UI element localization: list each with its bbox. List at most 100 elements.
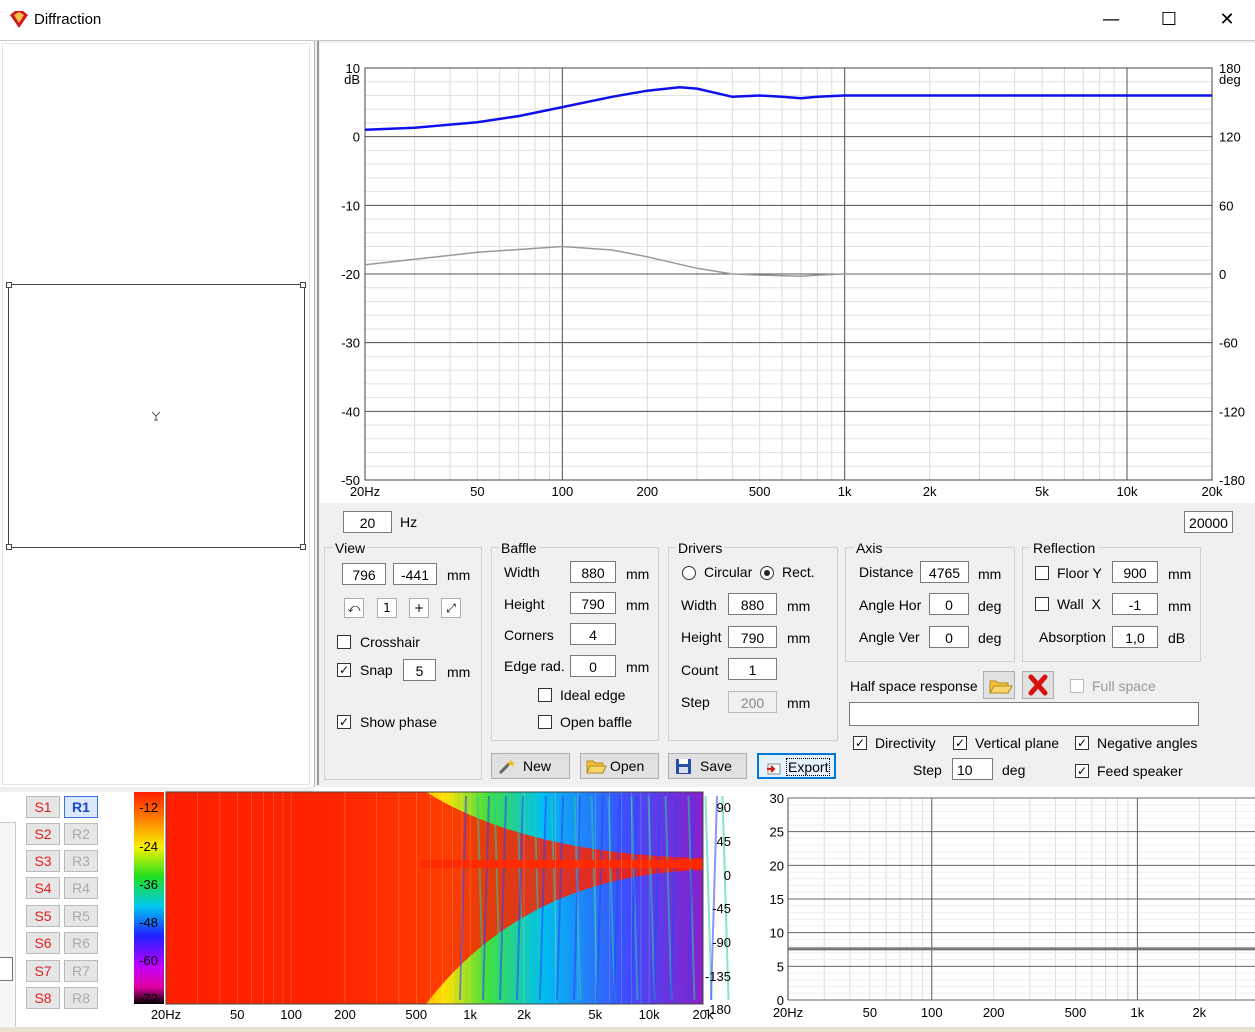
- open-button[interactable]: Open: [580, 753, 659, 779]
- polar-map-chart[interactable]: -12 -24 -36 -48 -60 -72 90 45 0 -45 -90 -135 -180 20H…: [130, 790, 750, 1030]
- slot-r4-button[interactable]: R4: [64, 877, 98, 899]
- ideal-edge-checkbox[interactable]: [538, 688, 552, 702]
- view-x-field[interactable]: 796: [342, 563, 386, 585]
- wall-checkbox[interactable]: [1035, 597, 1049, 611]
- slot-s6-button[interactable]: S6: [26, 932, 60, 954]
- small-y-tick-label: 20: [770, 858, 784, 873]
- circular-radio[interactable]: [682, 566, 696, 580]
- absorption-field[interactable]: 1,0: [1112, 626, 1158, 648]
- small-x-tick-label: 50: [863, 1005, 877, 1020]
- absorption-unit: dB: [1168, 630, 1186, 646]
- max-freq-field[interactable]: 20000: [1184, 511, 1233, 533]
- slot-r6-button[interactable]: R6: [64, 932, 98, 954]
- negative-angles-checkbox[interactable]: ✓: [1075, 736, 1089, 750]
- x-tick-label: 2k: [923, 484, 937, 499]
- min-freq-field[interactable]: 20: [343, 511, 392, 533]
- corner-handle[interactable]: [6, 282, 12, 288]
- slot-r7-button[interactable]: R7: [64, 960, 98, 982]
- vertical-plane-checkbox[interactable]: ✓: [953, 736, 967, 750]
- slot-r2-button[interactable]: R2: [64, 823, 98, 845]
- zoom-in-icon[interactable]: +: [409, 598, 429, 618]
- close-button[interactable]: ✕: [1219, 9, 1235, 30]
- left-tick-label: 10: [346, 61, 360, 76]
- angle-ver-field[interactable]: 0: [929, 626, 969, 648]
- count-field[interactable]: 1: [728, 658, 777, 680]
- magnitude-line: [364, 85, 1212, 132]
- open-folder-icon[interactable]: [983, 671, 1015, 699]
- small-x-tick-label: 500: [1065, 1005, 1087, 1020]
- edge-radius-unit: mm: [626, 659, 650, 675]
- driver-marker-icon[interactable]: [151, 411, 161, 421]
- driver-height-label: Height: [681, 629, 722, 645]
- zoom-out-icon[interactable]: ⤺: [344, 598, 364, 618]
- maximize-button[interactable]: ☐: [1160, 9, 1178, 30]
- distance-field[interactable]: 4765: [920, 561, 969, 583]
- half-space-path-field[interactable]: [849, 702, 1199, 726]
- bottom-separator: [0, 787, 314, 792]
- rect-radio[interactable]: [760, 566, 774, 580]
- view-y-field[interactable]: -441: [393, 563, 437, 585]
- crosshair-checkbox[interactable]: [337, 635, 351, 649]
- corner-handle[interactable]: [300, 544, 306, 550]
- right-tick-label: 120: [1219, 130, 1241, 145]
- step-label: Step: [681, 694, 710, 710]
- new-button[interactable]: New: [491, 753, 570, 779]
- slot-s1-button[interactable]: S1: [26, 796, 60, 818]
- polar-y-tick-label: 0: [724, 868, 731, 883]
- minimize-button[interactable]: —: [1102, 9, 1120, 30]
- corners-field[interactable]: 4: [570, 623, 616, 645]
- slot-s2-button[interactable]: S2: [26, 823, 60, 845]
- baffle-width-field[interactable]: 880: [570, 561, 616, 583]
- open-baffle-checkbox[interactable]: [538, 715, 552, 729]
- corner-handle[interactable]: [300, 282, 306, 288]
- slot-s8-button[interactable]: S8: [26, 987, 60, 1009]
- slot-r5-button[interactable]: R5: [64, 905, 98, 927]
- small-y-tick-label: 10: [770, 926, 784, 941]
- polar-x-tick-label: 10k: [639, 1007, 660, 1022]
- impulse-chart[interactable]: 30252015105020Hz501002005001k2k5k: [755, 790, 1255, 1030]
- export-button[interactable]: Export: [757, 753, 836, 779]
- angle-hor-field[interactable]: 0: [929, 593, 969, 615]
- interference-band: [607, 795, 616, 1001]
- driver-height-field[interactable]: 790: [728, 626, 777, 648]
- interference-band: [482, 795, 490, 1001]
- snap-checkbox[interactable]: ✓: [337, 663, 351, 677]
- zoom-1-icon[interactable]: 1: [377, 598, 397, 618]
- slot-s5-button[interactable]: S5: [26, 905, 60, 927]
- interference-band: [459, 795, 467, 1001]
- baffle-canvas[interactable]: [2, 43, 310, 785]
- slot-s4-button[interactable]: S4: [26, 877, 60, 899]
- small-x-tick-label: 1k: [1131, 1005, 1145, 1020]
- slot-s7-button[interactable]: S7: [26, 960, 60, 982]
- driver-width-field[interactable]: 880: [728, 593, 777, 615]
- clear-icon[interactable]: [1022, 671, 1054, 699]
- interference-band: [613, 795, 621, 1001]
- baffle-height-field[interactable]: 790: [570, 592, 616, 614]
- slot-r3-button[interactable]: R3: [64, 850, 98, 872]
- full-space-checkbox[interactable]: [1070, 679, 1084, 693]
- step-field[interactable]: 200: [728, 691, 777, 713]
- slot-r8-button[interactable]: R8: [64, 987, 98, 1009]
- open-baffle-label: Open baffle: [560, 714, 633, 730]
- corner-handle[interactable]: [6, 544, 12, 550]
- wall-field[interactable]: -1: [1112, 593, 1158, 615]
- circular-label: Circular: [704, 564, 753, 580]
- left-edge-field[interactable]: [0, 957, 13, 981]
- show-phase-checkbox[interactable]: ✓: [337, 715, 351, 729]
- save-button[interactable]: Save: [668, 753, 747, 779]
- colorbar-tick-label: -72: [139, 991, 158, 1006]
- floor-checkbox[interactable]: [1035, 566, 1049, 580]
- baffle-rectangle[interactable]: [8, 284, 305, 548]
- floor-field[interactable]: 900: [1112, 561, 1158, 583]
- directivity-step-field[interactable]: 10: [952, 758, 993, 780]
- zoom-fit-icon[interactable]: ⤢: [441, 598, 461, 618]
- slot-s3-button[interactable]: S3: [26, 850, 60, 872]
- export-icon: [767, 763, 781, 775]
- slot-r1-button[interactable]: R1: [64, 796, 98, 818]
- directivity-checkbox[interactable]: ✓: [853, 736, 867, 750]
- edge-radius-field[interactable]: 0: [570, 655, 616, 677]
- snap-field[interactable]: 5: [403, 659, 436, 681]
- polar-x-tick-label: 20k: [693, 1007, 714, 1022]
- feed-speaker-checkbox[interactable]: ✓: [1075, 764, 1089, 778]
- frequency-response-chart[interactable]: 100-10-20-30-40-50180120600-60-120-180dB…: [320, 43, 1255, 503]
